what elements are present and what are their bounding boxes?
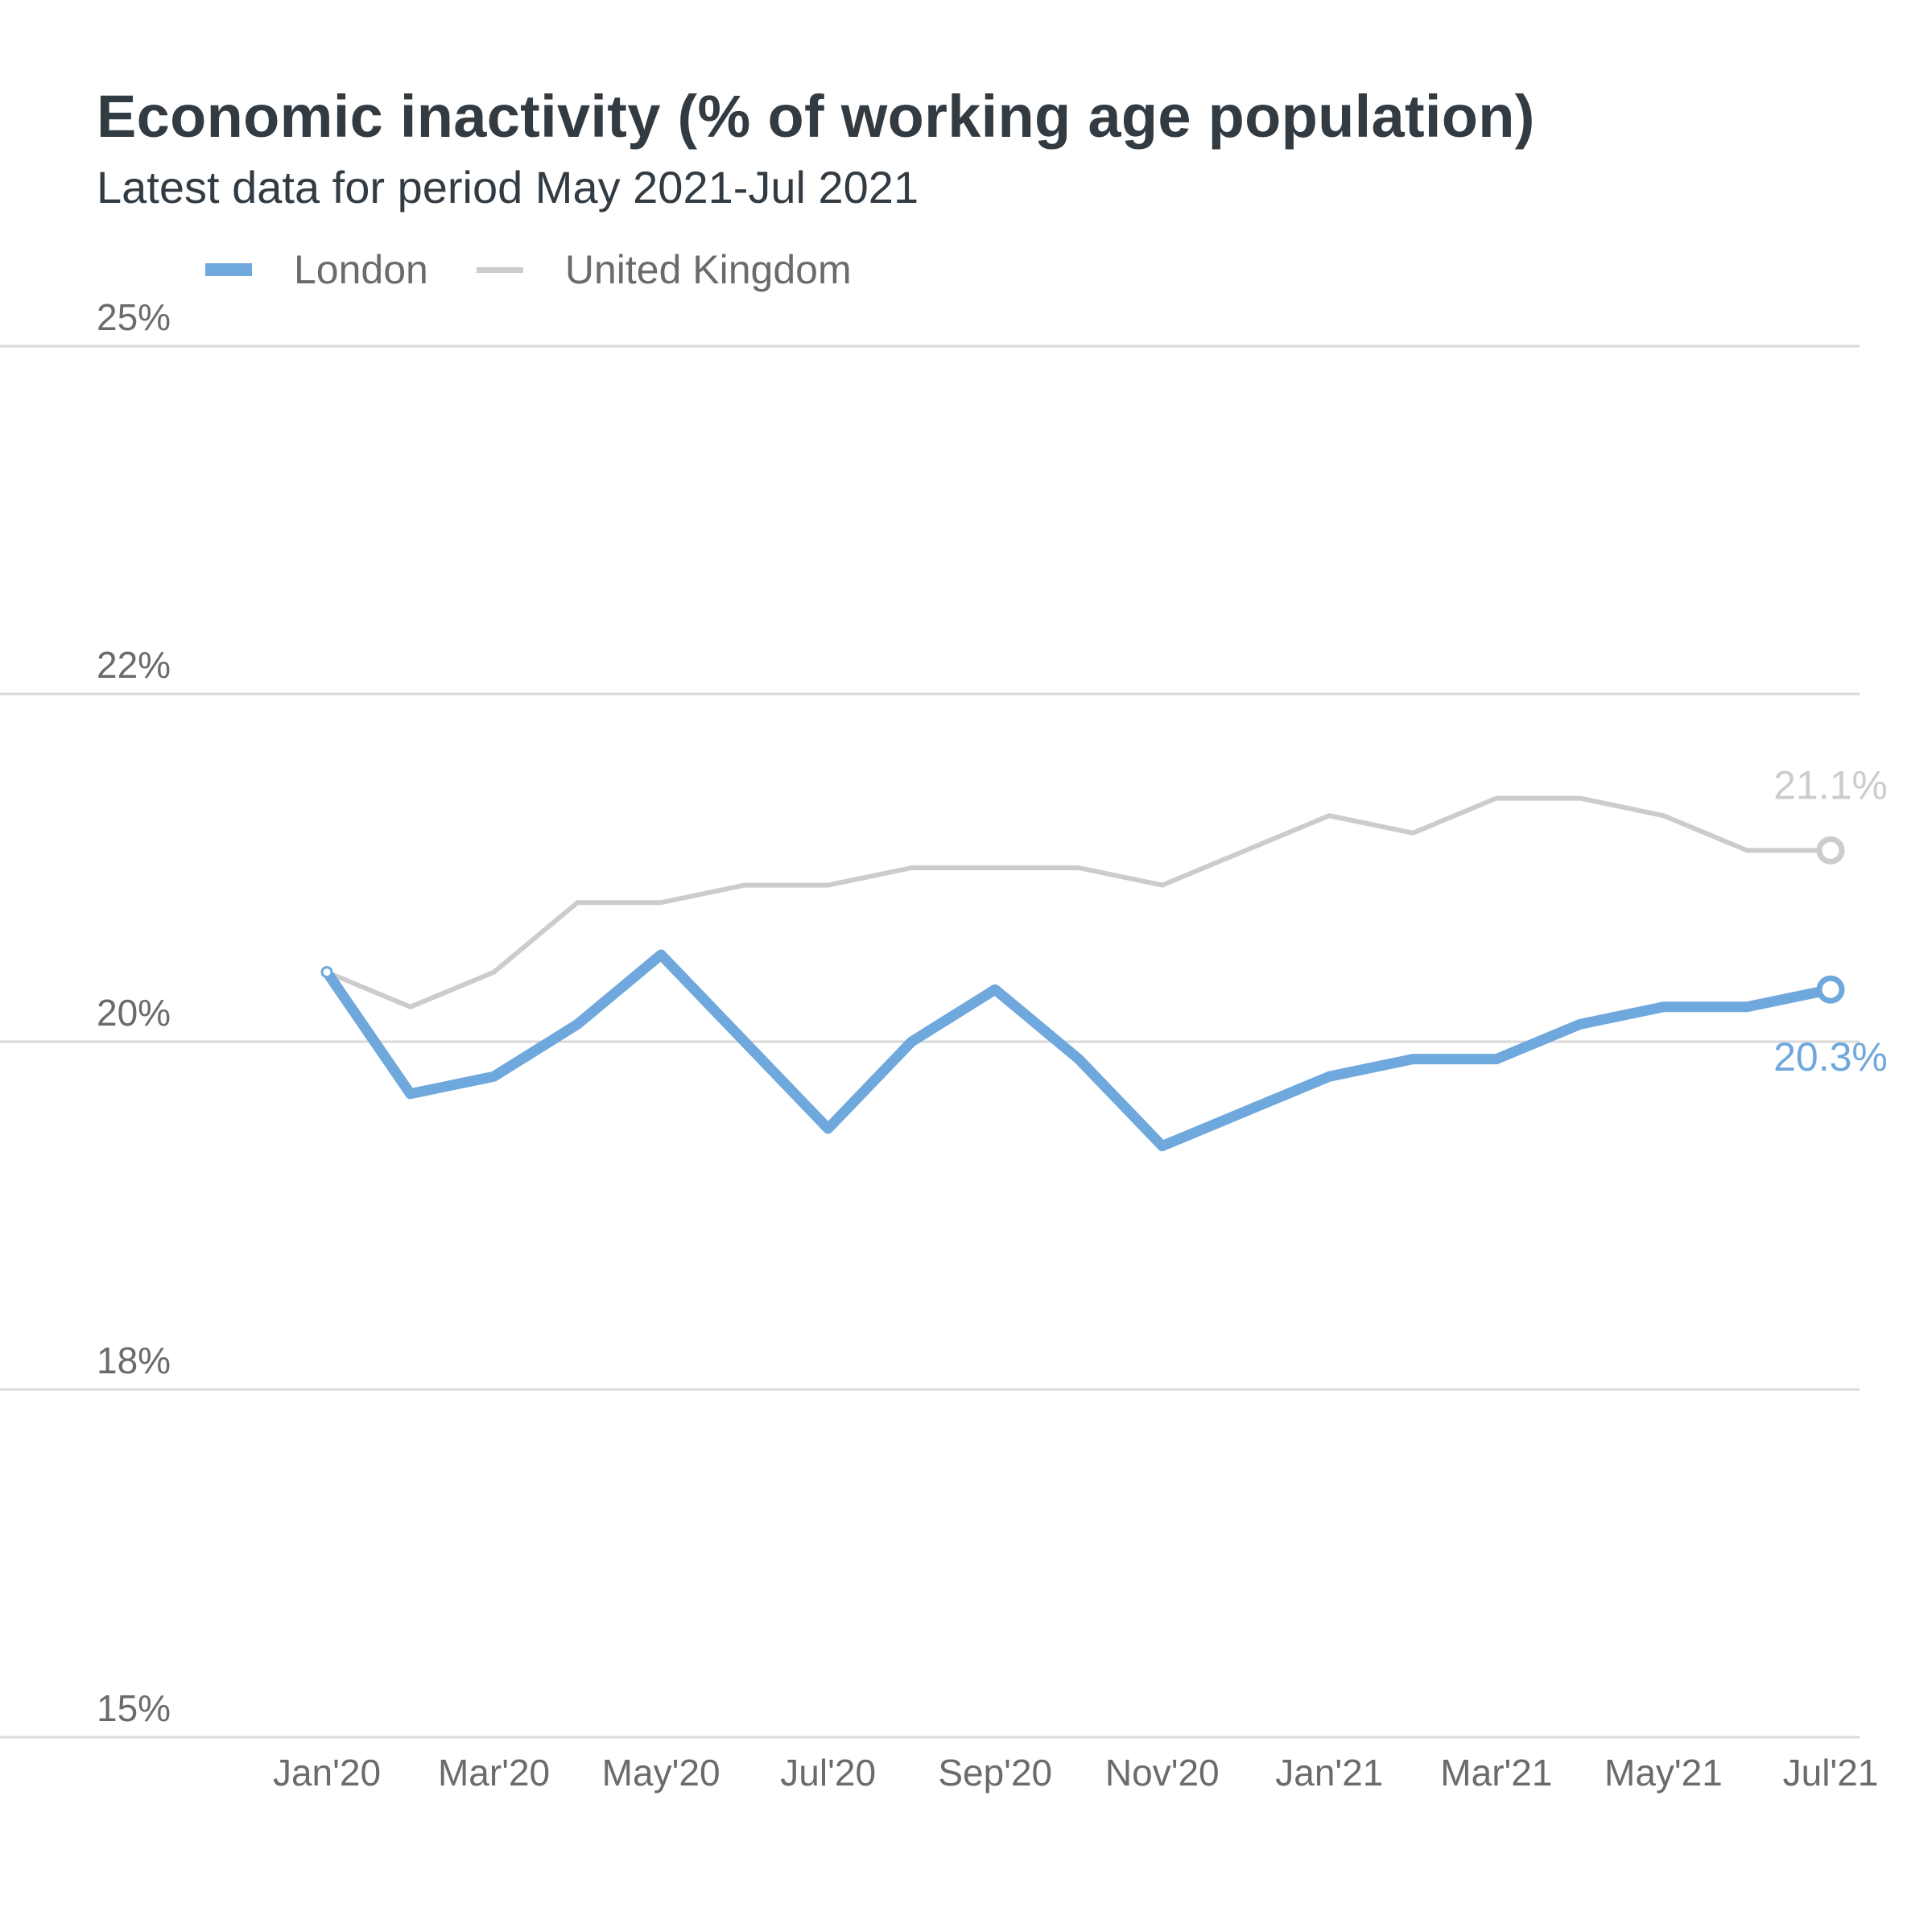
end-marker-london: [1816, 975, 1845, 1004]
end-label-london: 20.3%: [1773, 1034, 1888, 1080]
series-lines: [320, 795, 1845, 1152]
x-tick-label: Mar'20: [438, 1752, 550, 1794]
x-tick-label: May'20: [602, 1752, 720, 1794]
series-line-london: [321, 949, 1836, 1152]
y-tick-label: 25%: [97, 296, 171, 338]
legend-item-london: London: [205, 246, 428, 293]
y-tick-label: 18%: [97, 1340, 171, 1381]
x-tick-label: Jan'21: [1275, 1752, 1383, 1794]
legend-swatch-uk: [476, 266, 523, 273]
end-marker-uk: [1816, 836, 1845, 865]
x-axis-ticks: Jan'20 Mar'20 May'20 Jul'20 Sep'20 Nov'20 Jan'…: [273, 1752, 1878, 1794]
chart-title: Economic inactivity (% of working age po…: [97, 83, 1535, 150]
legend-label-london: London: [294, 247, 428, 292]
legend-swatch-london: [205, 263, 252, 276]
y-axis-ticks: 15% 18% 20% 22% 25%: [97, 296, 171, 1729]
x-tick-label: Nov'20: [1105, 1752, 1220, 1794]
y-tick-label: 22%: [97, 644, 171, 686]
start-marker-london: [320, 966, 333, 979]
chart-subtitle: Latest data for period May 2021-Jul 2021: [97, 162, 919, 213]
x-tick-label: Jul'20: [780, 1752, 876, 1794]
y-tick-label: 20%: [97, 992, 171, 1034]
x-tick-label: May'21: [1604, 1752, 1723, 1794]
gridlines: [0, 345, 1860, 1739]
end-labels: 21.1% 20.3%: [1773, 762, 1888, 1080]
x-tick-label: Jul'21: [1783, 1752, 1879, 1794]
legend-item-uk: United Kingdom: [476, 246, 852, 293]
end-label-uk: 21.1%: [1773, 762, 1888, 807]
legend-label-uk: United Kingdom: [564, 247, 852, 292]
chart-legend: London United Kingdom: [205, 242, 900, 298]
x-tick-label: Sep'20: [938, 1752, 1052, 1794]
y-tick-label: 15%: [97, 1687, 171, 1729]
x-tick-label: Mar'21: [1440, 1752, 1552, 1794]
x-tick-label: Jan'20: [273, 1752, 381, 1794]
series-line-uk: [324, 795, 1833, 1009]
